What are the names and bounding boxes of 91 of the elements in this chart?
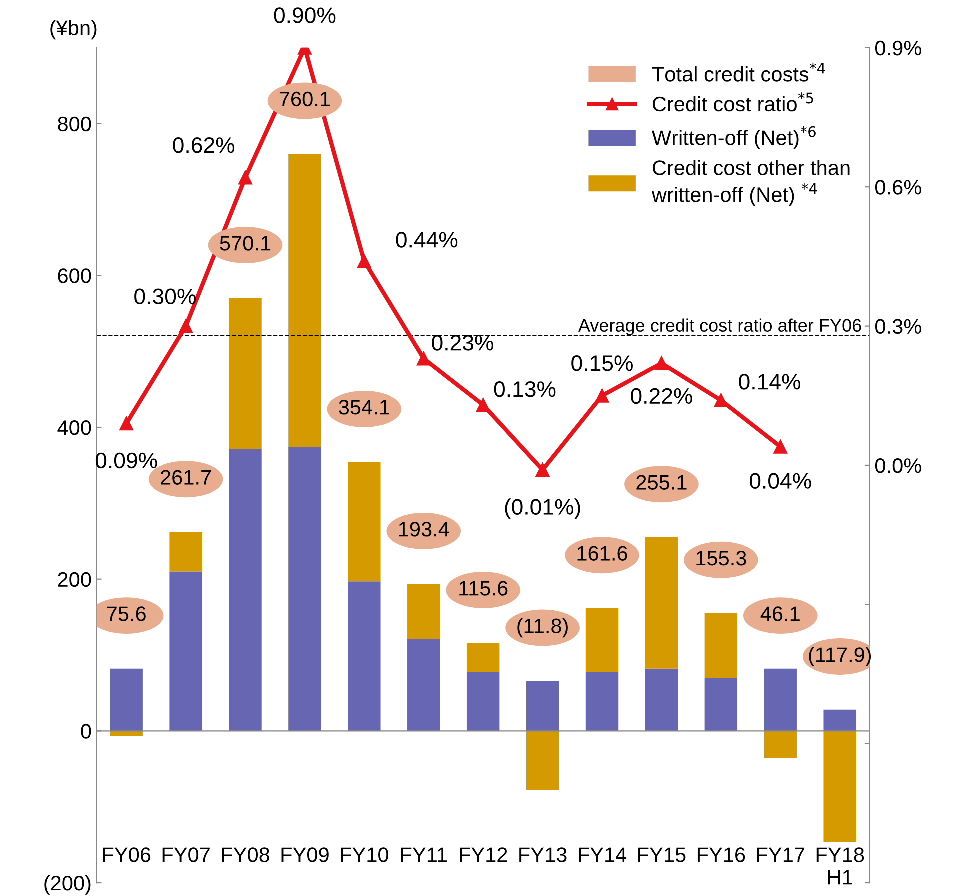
x-tick-label: FY18 H1 [816, 848, 864, 885]
x-tick-label: FY15 [638, 848, 686, 862]
bar [408, 584, 440, 640]
total-label: 193.4 [399, 522, 450, 537]
bar [645, 538, 678, 669]
point [357, 254, 372, 268]
legend-label: Credit cost ratio$^{*5}$ [652, 92, 814, 112]
total-label: (117.9) [809, 647, 872, 666]
x-tick-label: FY09 [282, 848, 329, 862]
y-tick-label: (200) [44, 875, 91, 895]
bar [704, 613, 738, 678]
x-tick-label: FY17 [757, 848, 804, 862]
total-label: 354.1 [339, 400, 390, 415]
y2-tick-label: 0.3% [875, 319, 922, 334]
bar [586, 672, 619, 732]
point [179, 319, 193, 334]
y-tick-label: 600 [58, 268, 92, 284]
x-tick-label: FY14 [579, 848, 627, 862]
point [654, 356, 669, 370]
data-label: 0.62% [173, 138, 235, 154]
x-tick-label: FY08 [222, 848, 270, 862]
x-tick-label: FY13 [520, 848, 567, 862]
bar [824, 710, 856, 732]
x-tick-label: FY10 [341, 848, 389, 862]
total-label: 161.6 [578, 546, 628, 561]
total-label: 261.7 [161, 470, 212, 485]
x-tick-label: FY12 [460, 848, 508, 862]
data-label: 0.90% [274, 8, 336, 24]
legend-label: Total credit costs$^{*4}$ [652, 62, 826, 82]
point [774, 440, 788, 454]
x-tick-label: FY16 [698, 848, 746, 862]
y-tick-label: 400 [58, 420, 92, 436]
bar [408, 639, 440, 732]
y-tick-label: 800 [58, 116, 92, 132]
data-label: 0.22% [631, 388, 692, 404]
bar [526, 681, 560, 732]
total-label: 570.1 [220, 236, 271, 251]
bar [170, 572, 202, 732]
x-tick-label: FY11 [401, 848, 447, 862]
point [120, 416, 134, 431]
bar [110, 668, 143, 732]
ref-line-label: Average credit cost ratio after FY06 [578, 318, 862, 336]
bar [704, 678, 738, 732]
data-label: (0.01%) [505, 498, 580, 520]
bar [466, 672, 500, 732]
point [238, 170, 252, 185]
total-label: (11.8) [518, 618, 568, 638]
bar [288, 154, 322, 448]
bar [824, 731, 856, 842]
point [416, 352, 431, 366]
bar [645, 668, 678, 732]
bar [526, 731, 560, 790]
data-label: 0.09% [96, 452, 158, 469]
bar [110, 731, 143, 736]
bar [466, 643, 500, 672]
legend-label: Credit cost other than written-off (Net) $^{*4}$ [652, 160, 850, 206]
point [595, 388, 610, 403]
y2-tick-label: 0.6% [875, 180, 922, 195]
data-label: 0.44% [396, 232, 458, 248]
bar [348, 462, 381, 582]
bar [229, 298, 262, 450]
x-tick-label: FY06 [103, 848, 151, 862]
bar [764, 668, 797, 732]
bar [288, 447, 322, 732]
total-label: 255.1 [636, 475, 687, 490]
bar [170, 532, 202, 572]
data-label: 0.23% [432, 335, 494, 351]
total-label: 155.3 [696, 550, 746, 566]
bar [764, 731, 797, 758]
x-tick-label: FY07 [162, 848, 210, 862]
bar [586, 608, 619, 672]
legend-label: Written-off (Net)$^{*6}$ [652, 126, 816, 150]
point [536, 463, 550, 478]
data-label: 0.15% [572, 356, 633, 372]
total-label: 760.1 [280, 92, 330, 107]
point [714, 394, 728, 408]
data-label: 0.13% [494, 382, 556, 398]
y-tick-label: 200 [58, 572, 92, 588]
data-label: 0.30% [134, 288, 196, 304]
point [476, 398, 490, 412]
bar [348, 582, 381, 732]
y2-tick-label: 0.0% [875, 458, 922, 474]
data-label: 0.04% [750, 473, 812, 489]
bar [229, 450, 262, 732]
total-label: 115.6 [460, 581, 508, 596]
y-axis-title: (¥bn) [50, 20, 97, 40]
y-tick-label: 0 [81, 724, 92, 739]
total-label: 46.1 [760, 606, 800, 622]
total-label: 75.6 [107, 606, 146, 622]
y2-tick-label: 0.9% [875, 40, 922, 56]
data-label: 0.14% [739, 374, 800, 390]
